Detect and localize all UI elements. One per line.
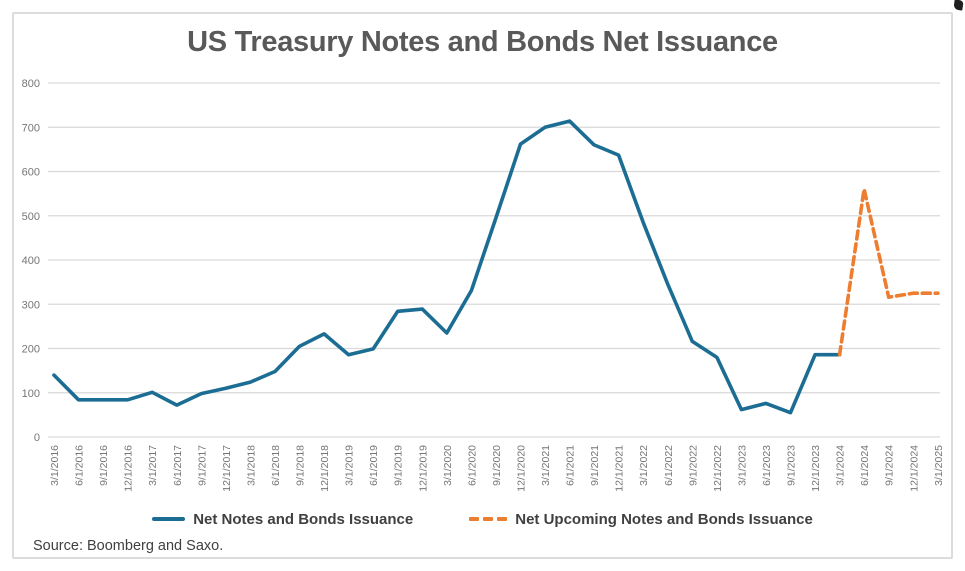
x-tick-label: 3/1/2018 [245, 445, 257, 486]
x-tick-label: 6/1/2017 [172, 445, 184, 486]
x-tick-label: 6/1/2016 [74, 445, 86, 486]
x-tick-label: 3/1/2022 [638, 445, 650, 486]
x-tick-label: 3/1/2017 [147, 445, 159, 486]
x-tick-label: 12/1/2024 [908, 445, 920, 492]
series-actual-line [52, 119, 842, 415]
x-tick-label: 6/1/2018 [270, 445, 282, 486]
x-tick-label: 6/1/2019 [368, 445, 380, 486]
x-tick-label: 9/1/2021 [589, 445, 601, 486]
x-tick-label: 12/1/2017 [221, 445, 233, 492]
x-tick-label: 3/1/2016 [49, 445, 61, 486]
y-tick-label: 400 [22, 255, 40, 267]
x-tick-label: 9/1/2023 [786, 445, 798, 486]
x-tick-label: 12/1/2019 [417, 445, 429, 492]
x-tick-label: 3/1/2025 [933, 445, 945, 486]
y-tick-label: 100 [22, 388, 40, 400]
solid-line-swatch-icon [152, 517, 186, 521]
y-tick-label: 0 [34, 432, 40, 444]
x-tick-label: 3/1/2024 [835, 445, 847, 486]
legend-item-upcoming: Net Upcoming Notes and Bonds Issuance [469, 511, 813, 528]
x-tick-label: 12/1/2018 [319, 445, 331, 492]
x-tick-label: 12/1/2023 [810, 445, 822, 492]
x-tick-label: 6/1/2021 [565, 445, 577, 486]
legend-label-upcoming: Net Upcoming Notes and Bonds Issuance [515, 510, 813, 528]
legend-item-actual: Net Notes and Bonds Issuance [152, 511, 413, 528]
series-upcoming-line [837, 187, 940, 357]
x-tick-label: 6/1/2022 [663, 445, 675, 486]
y-tick-label: 800 [22, 78, 40, 90]
source-note: Source: Boomberg and Saxo. [33, 538, 224, 554]
y-tick-label: 700 [22, 122, 40, 134]
y-tick-label: 500 [22, 211, 40, 223]
x-tick-label: 9/1/2017 [196, 445, 208, 486]
y-tick-label: 600 [22, 167, 40, 179]
legend: Net Notes and Bonds Issuance Net Upcomin… [0, 507, 965, 531]
x-tick-label: 12/1/2021 [614, 445, 626, 492]
x-tick-label: 9/1/2016 [98, 445, 110, 486]
x-tick-label: 12/1/2020 [515, 445, 527, 492]
x-tick-label: 9/1/2020 [491, 445, 503, 486]
x-tick-label: 9/1/2024 [884, 445, 896, 486]
x-tick-label: 6/1/2024 [859, 445, 871, 486]
x-tick-label: 9/1/2022 [687, 445, 699, 486]
x-tick-label: 9/1/2019 [393, 445, 405, 486]
y-tick-label: 200 [22, 344, 40, 356]
y-tick-label: 300 [22, 299, 40, 311]
corner-artifact [953, 0, 964, 11]
x-tick-label: 6/1/2020 [466, 445, 478, 486]
x-tick-label: 6/1/2023 [761, 445, 773, 486]
x-tick-label: 3/1/2019 [344, 445, 356, 486]
x-tick-label: 3/1/2020 [442, 445, 454, 486]
chart-frame [12, 12, 953, 559]
legend-label-actual: Net Notes and Bonds Issuance [193, 510, 414, 528]
x-tick-label: 12/1/2022 [712, 445, 724, 492]
x-tick-label: 12/1/2016 [123, 445, 135, 492]
x-tick-label: 9/1/2018 [295, 445, 307, 486]
chart-title: US Treasury Notes and Bonds Net Issuance [187, 26, 778, 58]
x-tick-label: 3/1/2021 [540, 445, 552, 486]
x-tick-label: 3/1/2023 [736, 445, 748, 486]
dashed-line-swatch-icon [469, 517, 508, 521]
